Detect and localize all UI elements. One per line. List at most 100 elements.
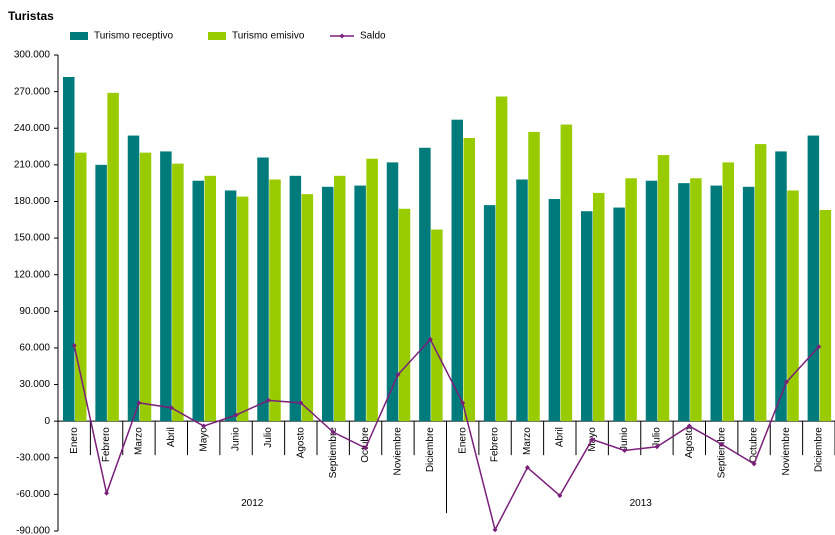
line-marker — [363, 445, 369, 451]
bar — [495, 96, 508, 422]
bar — [431, 229, 443, 422]
bar — [204, 175, 216, 422]
bar — [657, 155, 670, 422]
y-tick-label: -60.000 — [16, 489, 50, 500]
line-marker — [524, 465, 530, 471]
bar — [139, 152, 152, 422]
y-tick-label: 120.000 — [14, 269, 51, 280]
bar — [451, 119, 463, 422]
x-tick-label: Febrero — [490, 427, 501, 462]
x-tick-label: Junio — [231, 427, 242, 451]
bar — [269, 179, 281, 422]
x-tick-label: Febrero — [101, 427, 112, 462]
x-tick-label: Noviembre — [781, 427, 792, 476]
bar — [625, 178, 637, 422]
x-tick-label: Octubre — [749, 427, 760, 463]
x-tick-label: Agosto — [295, 427, 306, 459]
line-marker — [298, 400, 304, 406]
bar — [127, 135, 140, 422]
line-marker — [719, 441, 725, 447]
bar — [334, 175, 346, 422]
legend-swatch — [208, 32, 226, 40]
bar — [463, 137, 475, 422]
bar — [160, 151, 172, 422]
y-tick-label: 30.000 — [19, 379, 50, 390]
line-marker — [265, 397, 271, 403]
x-tick-label: Marzo — [134, 427, 145, 455]
y-tick-label: 240.000 — [14, 123, 51, 134]
x-group-label: 2013 — [630, 498, 653, 509]
bar — [107, 92, 119, 422]
x-tick-label: Agosto — [684, 427, 695, 459]
line-marker — [751, 461, 757, 467]
legend-swatch — [70, 32, 88, 40]
bar — [354, 185, 366, 422]
x-tick-label: Septiembre — [328, 427, 339, 479]
bar — [95, 164, 107, 422]
y-tick-label: -30.000 — [16, 452, 50, 463]
bar — [754, 144, 767, 422]
x-tick-label: Julio — [263, 427, 274, 448]
bar — [710, 185, 722, 422]
legend-label: Turismo receptivo — [94, 31, 174, 42]
bar — [192, 180, 204, 422]
line-marker — [589, 436, 595, 442]
line-marker — [622, 447, 628, 453]
y-tick-label: 300.000 — [14, 50, 51, 61]
line-marker — [783, 379, 789, 385]
line-marker — [816, 344, 822, 350]
bar — [581, 211, 593, 422]
line-marker — [654, 444, 660, 450]
bar — [593, 192, 605, 422]
line-marker — [168, 405, 174, 411]
bar — [224, 190, 237, 422]
y-tick-label: 210.000 — [14, 159, 51, 170]
line-marker — [557, 493, 563, 499]
legend-label: Saldo — [360, 31, 386, 42]
bar — [613, 207, 625, 422]
legend-swatch — [339, 33, 345, 39]
bar — [548, 199, 561, 422]
bar — [742, 186, 755, 422]
bar — [366, 158, 378, 422]
y-tick-label: 270.000 — [14, 86, 51, 97]
y-tick-label: 150.000 — [14, 233, 51, 244]
bar — [678, 183, 690, 422]
bar — [722, 162, 734, 422]
bar — [690, 178, 702, 422]
x-tick-label: Octubre — [360, 427, 371, 463]
line-marker — [427, 336, 433, 342]
chart-title: Turistas — [8, 9, 54, 23]
y-tick-label: 90.000 — [19, 306, 50, 317]
x-group-label: 2012 — [241, 498, 264, 509]
bar — [560, 124, 573, 422]
y-tick-label: 60.000 — [19, 343, 50, 354]
line-marker — [201, 423, 207, 429]
line-marker — [71, 342, 77, 348]
bar — [528, 131, 540, 422]
y-tick-label: 180.000 — [14, 196, 51, 207]
line-marker — [460, 400, 466, 406]
bar — [775, 151, 787, 422]
x-tick-label: Julio — [652, 427, 663, 448]
line-marker — [136, 400, 142, 406]
bar — [419, 147, 431, 422]
line-marker — [104, 490, 110, 496]
y-tick-label: -90.000 — [16, 526, 50, 535]
bar — [398, 208, 411, 422]
bar — [819, 210, 832, 422]
line-marker — [233, 412, 239, 418]
bar — [63, 76, 75, 422]
bar — [516, 179, 528, 422]
bar — [645, 180, 658, 422]
line-marker — [395, 372, 401, 378]
bar — [301, 194, 314, 422]
bar — [322, 186, 334, 422]
bar — [289, 175, 302, 422]
legend-label: Turismo emisivo — [232, 31, 305, 42]
bar — [172, 163, 184, 422]
bar — [236, 196, 249, 422]
y-tick-label: 0 — [44, 416, 50, 427]
x-tick-label: Diciembre — [425, 427, 436, 472]
